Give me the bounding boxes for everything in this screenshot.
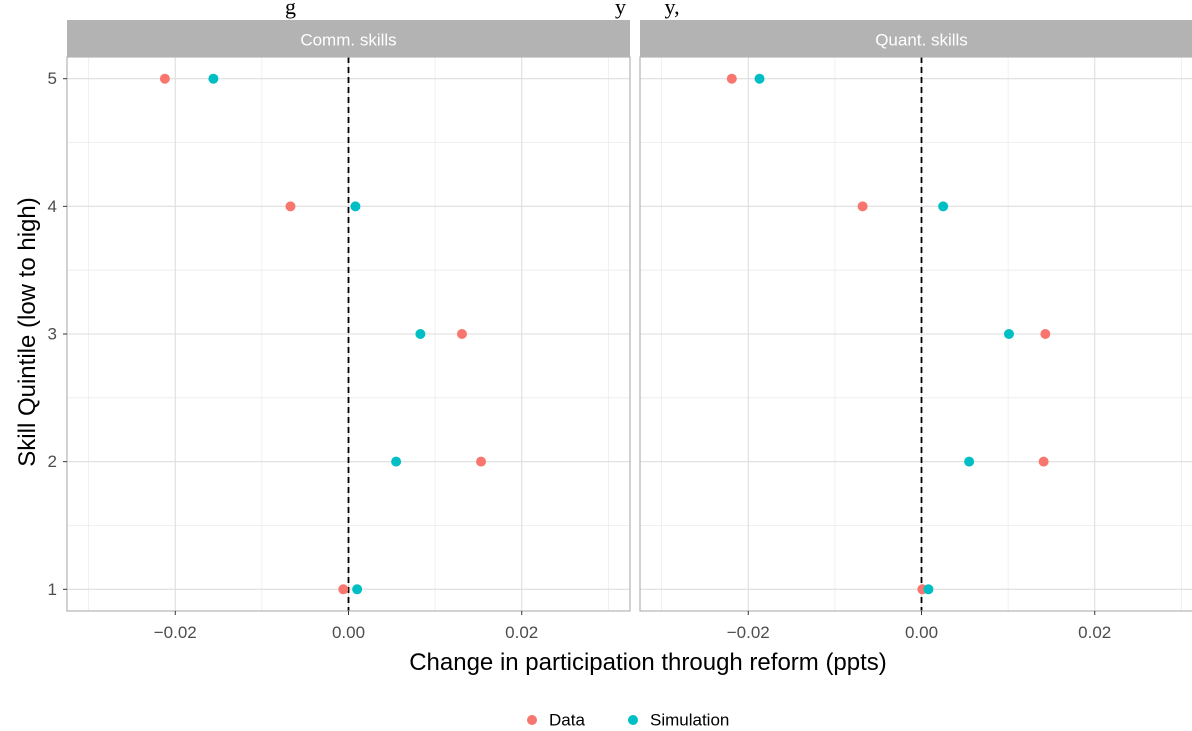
y-tick-label: 4 bbox=[48, 197, 57, 216]
panels: Comm. skills Quant. skills bbox=[66, 20, 1192, 612]
top-caption-fragment: g y y, bbox=[285, 0, 680, 19]
legend-label: Data bbox=[549, 711, 585, 730]
x-tick-label: 0.00 bbox=[332, 623, 365, 642]
x-axis: −0.02 0.00 0.02 −0.02 0.00 0.02 bbox=[154, 611, 1111, 642]
panel-strip bbox=[640, 20, 1192, 57]
y-tick-label: 2 bbox=[48, 452, 57, 471]
point-data bbox=[857, 201, 868, 212]
point-simulation bbox=[208, 73, 219, 84]
y-tick-label: 3 bbox=[48, 325, 57, 344]
y-axis: 1 2 3 4 5 bbox=[48, 69, 67, 599]
x-tick-label: −0.02 bbox=[727, 623, 770, 642]
point-simulation bbox=[391, 456, 402, 467]
legend-item-simulation: Simulation bbox=[628, 711, 729, 730]
point-data bbox=[285, 201, 296, 212]
point-simulation bbox=[352, 584, 363, 595]
point-simulation bbox=[350, 201, 361, 212]
legend-key bbox=[527, 715, 537, 725]
legend-key bbox=[628, 715, 638, 725]
point-data bbox=[476, 456, 487, 467]
point-data bbox=[726, 73, 737, 84]
point-simulation bbox=[923, 584, 934, 595]
point-data bbox=[338, 584, 349, 595]
panel-strip bbox=[67, 20, 630, 57]
x-tick-label: 0.00 bbox=[905, 623, 938, 642]
y-tick-label: 5 bbox=[48, 69, 57, 88]
y-axis-title: Skill Quintile (low to high) bbox=[14, 197, 41, 466]
x-tick-label: 0.02 bbox=[1078, 623, 1111, 642]
x-tick-label: −0.02 bbox=[154, 623, 197, 642]
panel-2: Quant. skills bbox=[639, 20, 1192, 612]
panel-title: Comm. skills bbox=[300, 31, 396, 50]
point-simulation bbox=[754, 73, 765, 84]
x-axis-title: Change in participation through reform (… bbox=[409, 649, 887, 676]
panel-title: Quant. skills bbox=[875, 31, 968, 50]
point-data bbox=[1038, 456, 1049, 467]
point-data bbox=[1040, 329, 1051, 339]
point-data bbox=[159, 73, 170, 84]
point-simulation bbox=[1003, 329, 1014, 339]
point-simulation bbox=[964, 456, 975, 467]
legend-item-data: Data bbox=[527, 711, 585, 730]
legend: Data Simulation bbox=[527, 711, 729, 730]
x-tick-label: 0.02 bbox=[505, 623, 538, 642]
point-simulation bbox=[938, 201, 949, 212]
point-data bbox=[456, 329, 467, 339]
legend-label: Simulation bbox=[650, 711, 729, 730]
panel-1: Comm. skills bbox=[66, 20, 631, 612]
point-simulation bbox=[415, 329, 426, 339]
y-tick-label: 1 bbox=[48, 580, 57, 599]
